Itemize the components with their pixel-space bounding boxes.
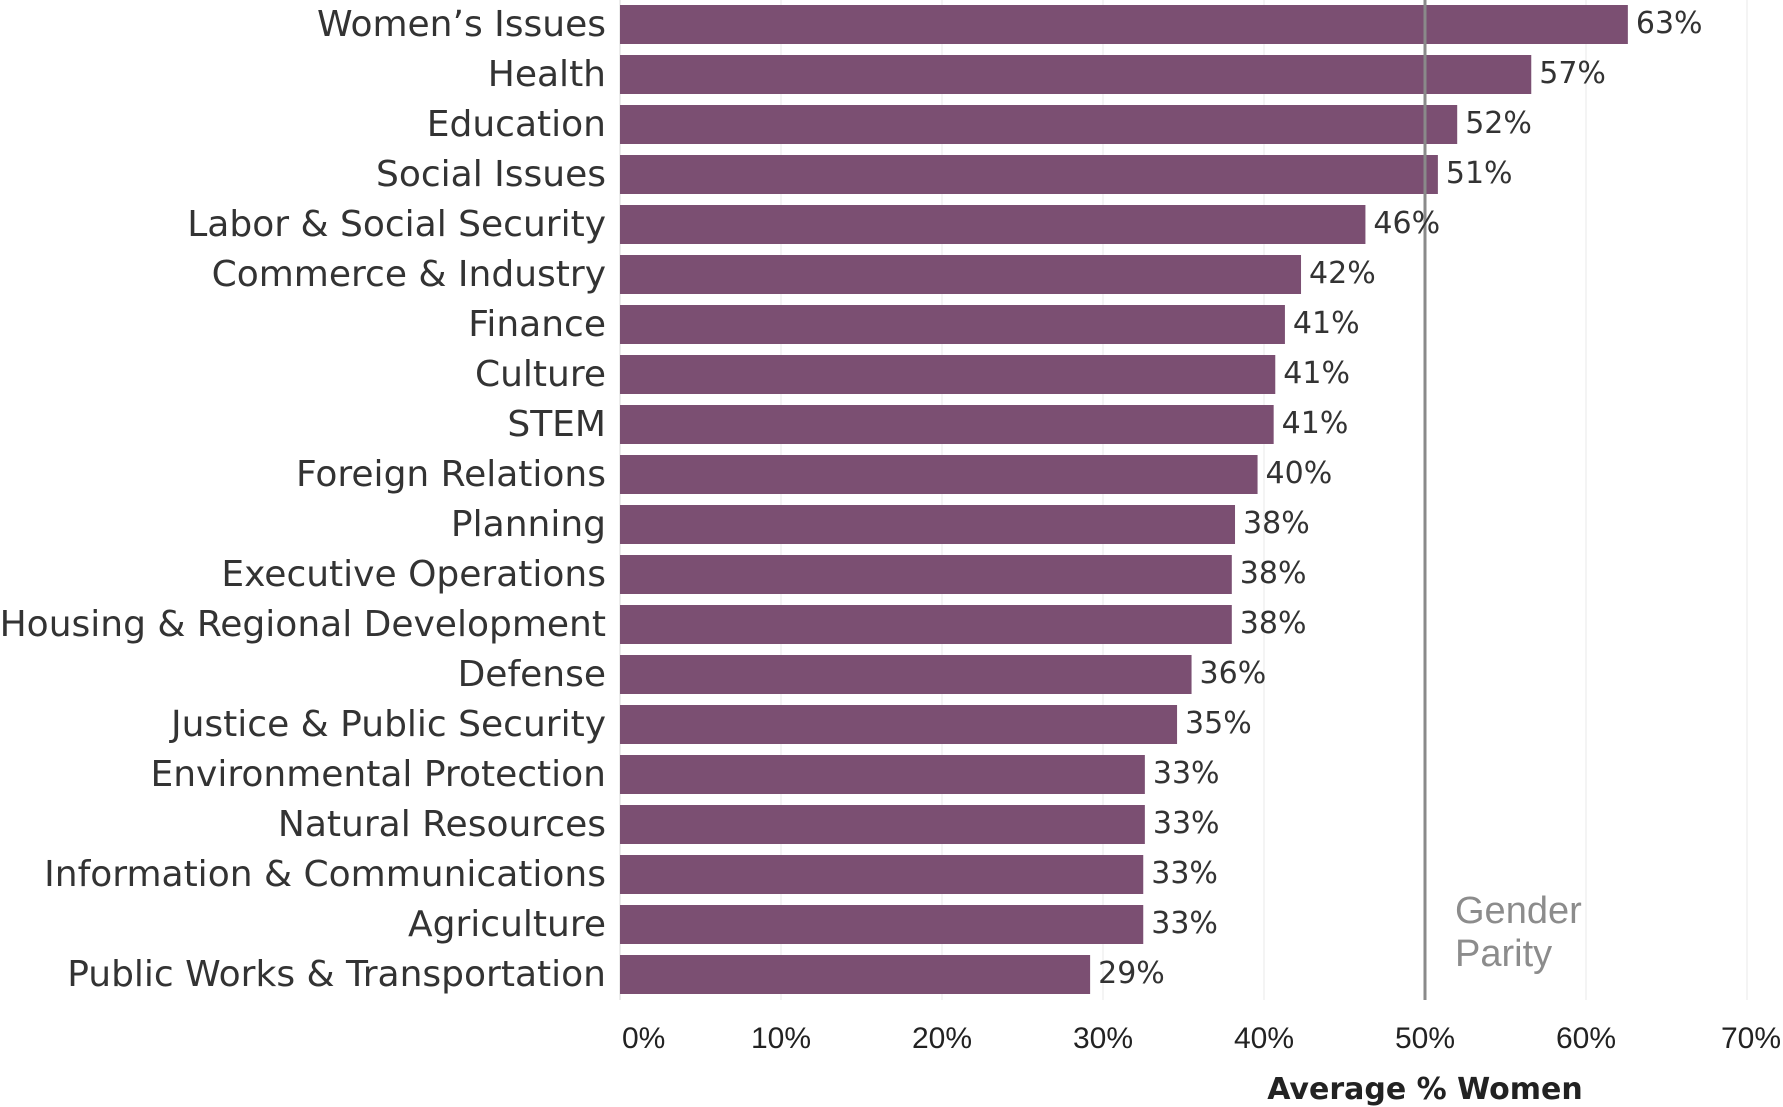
bar <box>620 755 1145 794</box>
x-tick-label: 30% <box>1073 1022 1133 1055</box>
bar <box>620 205 1366 244</box>
category-label: Commerce & Industry <box>212 254 606 295</box>
bar <box>620 255 1302 294</box>
bar <box>620 155 1438 194</box>
category-label: Environmental Protection <box>150 754 606 795</box>
bar <box>620 455 1258 494</box>
data-label: 38% <box>1240 606 1307 641</box>
data-label: 52% <box>1465 106 1532 141</box>
data-label: 42% <box>1309 256 1376 291</box>
data-label: 40% <box>1266 456 1333 491</box>
bar <box>620 855 1144 894</box>
category-label: Natural Resources <box>278 804 606 845</box>
bar <box>620 505 1236 544</box>
x-tick-label: 40% <box>1234 1022 1294 1055</box>
x-tick-label: 0% <box>622 1022 665 1055</box>
category-label: STEM <box>507 404 606 445</box>
data-label: 38% <box>1240 556 1307 591</box>
bar <box>620 105 1458 144</box>
x-tick-label: 50% <box>1395 1022 1455 1055</box>
data-label: 63% <box>1636 6 1703 41</box>
category-label: Agriculture <box>408 904 606 945</box>
x-axis-title: Average % Women <box>1267 1072 1582 1107</box>
category-label: Public Works & Transportation <box>67 954 606 995</box>
reference-line-label-line1: Gender <box>1455 890 1582 932</box>
data-label: 29% <box>1098 956 1165 991</box>
reference-line-group: Gender Parity <box>1423 0 1582 1000</box>
bar <box>620 305 1285 344</box>
data-label: 35% <box>1185 706 1252 741</box>
bars <box>620 5 1628 994</box>
bar <box>620 355 1276 394</box>
data-label: 36% <box>1200 656 1267 691</box>
x-tick-label: 20% <box>912 1022 972 1055</box>
bar <box>620 55 1532 94</box>
category-label: Foreign Relations <box>296 454 606 495</box>
data-label: 38% <box>1243 506 1310 541</box>
bar <box>620 5 1628 44</box>
category-label: Defense <box>458 654 606 695</box>
category-label: Justice & Public Security <box>169 704 606 745</box>
bar <box>620 405 1274 444</box>
data-labels: 63% 57%52% 51%46% 42% 41% 41% 41% 40% 38% 38% 38% 3… <box>1098 6 1702 991</box>
data-label: 41% <box>1283 356 1350 391</box>
data-label: 51% <box>1446 156 1513 191</box>
category-label: Information & Communications <box>44 854 606 895</box>
category-label: Culture <box>475 354 606 395</box>
category-label: Planning <box>451 504 606 545</box>
data-label: 41% <box>1293 306 1360 341</box>
x-tick-label: 10% <box>751 1022 811 1055</box>
data-label: 33% <box>1153 756 1220 791</box>
data-label: 57% <box>1539 56 1606 91</box>
category-label: Labor & Social Security <box>187 204 606 245</box>
bar <box>620 955 1091 994</box>
bar <box>620 805 1145 844</box>
x-tick-label: 70% <box>1721 1022 1781 1055</box>
bar <box>620 555 1232 594</box>
data-label: 33% <box>1153 806 1220 841</box>
x-tick-label: 60% <box>1556 1022 1616 1055</box>
bar <box>620 655 1192 694</box>
category-label: Education <box>427 104 606 145</box>
gridlines <box>619 0 1748 1000</box>
data-label: 33% <box>1151 906 1218 941</box>
data-label: 46% <box>1373 206 1440 241</box>
data-label: 33% <box>1151 856 1218 891</box>
category-label: Finance <box>468 304 606 345</box>
x-axis-ticks: 0% 10% 20% 30% 40% 50% 60% 70% <box>622 1022 1781 1055</box>
bar <box>620 705 1178 744</box>
data-label: 41% <box>1282 406 1349 441</box>
category-label: Health <box>488 54 606 95</box>
category-labels: Women’s Issues Health Education Social Issu… <box>0 4 606 995</box>
bar <box>620 905 1144 944</box>
bar <box>620 605 1232 644</box>
reference-line-label-line2: Parity <box>1455 933 1552 975</box>
category-label: Executive Operations <box>221 554 606 595</box>
category-label: Housing & Regional Development <box>0 604 606 645</box>
category-label: Women’s Issues <box>317 4 606 45</box>
category-label: Social Issues <box>376 154 606 195</box>
